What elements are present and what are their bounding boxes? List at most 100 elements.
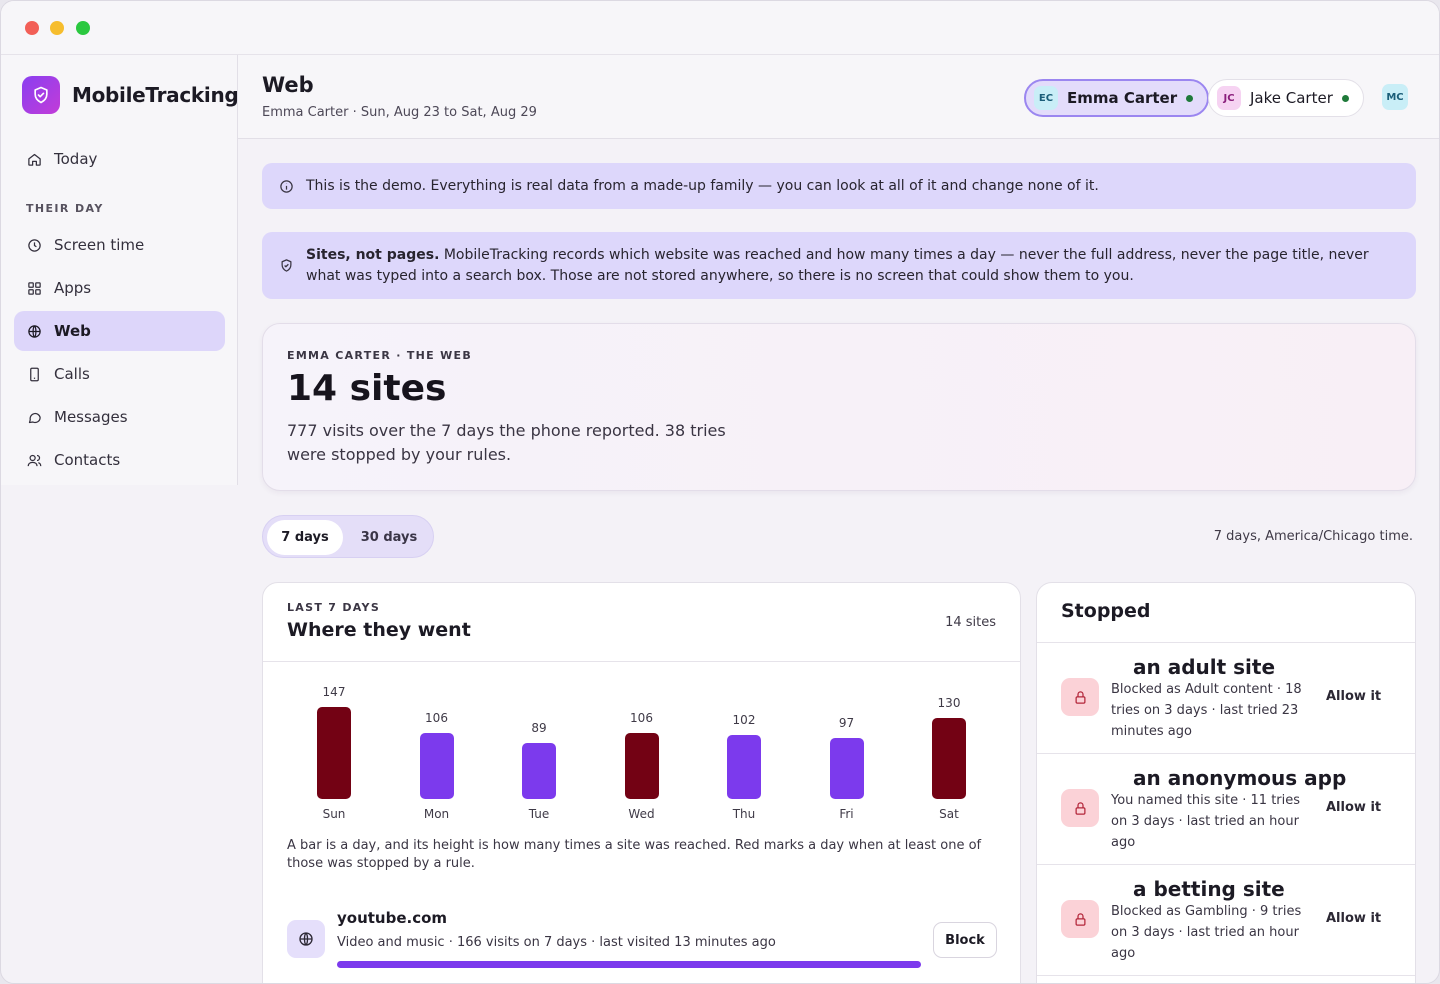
block-site-button[interactable]: Block xyxy=(933,922,997,958)
bar-column-sat: 130 Sat xyxy=(919,583,979,823)
bar-column-thu: 102 Thu xyxy=(714,583,774,823)
bar-sun[interactable] xyxy=(317,707,351,799)
nav-label: Contacts xyxy=(54,451,121,469)
globe-icon xyxy=(287,920,325,958)
stopped-item: an anonymous app You named this site · 1… xyxy=(1037,754,1415,865)
demo-banner: This is the demo. Everything is real dat… xyxy=(262,163,1416,209)
chart-note: A bar is a day, and its height is how ma… xyxy=(287,838,982,871)
stopped-item-name: an adult site xyxy=(1133,655,1276,679)
privacy-banner-text: Sites, not pages. MobileTracking records… xyxy=(306,245,1396,287)
chat-bubble-icon xyxy=(26,409,42,425)
site-row[interactable]: youtube.com Video and music · 166 visits… xyxy=(287,909,997,969)
bar-column-tue: 89 Tue xyxy=(509,583,569,823)
range-7-days-button[interactable]: 7 days xyxy=(267,520,343,555)
summary-site-count: 14 sites xyxy=(287,368,447,409)
summary-eyebrow: EMMA CARTER · THE WEB xyxy=(287,349,473,362)
zoom-window-button[interactable] xyxy=(76,21,90,35)
nav-item-calls[interactable]: Calls xyxy=(14,354,225,394)
info-icon xyxy=(278,178,294,194)
bar-column-sun: 147 Sun xyxy=(304,583,364,823)
brand-name: MobileTracking xyxy=(72,83,239,107)
page-subtitle: Emma Carter · Sun, Aug 23 to Sat, Aug 29 xyxy=(262,105,537,120)
nav-label: Calls xyxy=(54,365,90,383)
page-title: Web xyxy=(262,73,314,97)
nav-section-title: THEIR DAY xyxy=(26,202,104,215)
bar-day-label: Thu xyxy=(732,807,756,821)
person-name: Emma Carter xyxy=(1067,89,1178,107)
nav-label: Today xyxy=(54,150,98,168)
bar-value-label: 106 xyxy=(425,711,448,725)
stopped-item-meta: You named this site · 11 tries on 3 days… xyxy=(1111,793,1301,850)
person-chip-emma[interactable]: EC Emma Carter xyxy=(1024,79,1210,117)
online-status-dot xyxy=(1186,94,1194,102)
bar-value-label: 106 xyxy=(630,711,653,725)
allow-it-button[interactable]: Allow it xyxy=(1326,911,1382,926)
demo-banner-text: This is the demo. Everything is real dat… xyxy=(306,178,1099,194)
privacy-banner-bold: Sites, not pages. xyxy=(306,246,440,263)
close-window-button[interactable] xyxy=(25,21,39,35)
bar-column-mon: 106 Mon xyxy=(407,583,467,823)
grid-icon xyxy=(26,280,42,296)
sidebar: MobileTracking Today THEIR DAY Screen ti… xyxy=(1,55,239,485)
nav-label: Apps xyxy=(54,279,92,297)
bar-day-label: Mon xyxy=(423,807,450,821)
shield-logo-icon xyxy=(22,76,60,114)
site-meta: Video and music · 166 visits on 7 days ·… xyxy=(337,935,776,950)
nav-item-screen-time[interactable]: Screen time xyxy=(14,225,225,265)
where-they-went-card: LAST 7 DAYS Where they went 14 sites 147… xyxy=(262,582,1021,983)
brand[interactable]: MobileTracking xyxy=(22,76,239,114)
home-icon xyxy=(26,151,42,167)
shield-check-icon xyxy=(278,258,294,274)
globe-icon xyxy=(26,323,42,339)
nav-item-today[interactable]: Today xyxy=(14,139,225,179)
divider xyxy=(1037,642,1415,643)
phone-icon xyxy=(26,366,42,382)
person-name: Jake Carter xyxy=(1250,89,1333,107)
avatar: JC xyxy=(1217,86,1241,110)
allow-it-button[interactable]: Allow it xyxy=(1326,800,1382,815)
stopped-title: Stopped xyxy=(1061,600,1151,622)
bar-day-label: Tue xyxy=(528,807,550,821)
nav-label: Web xyxy=(54,322,91,340)
bar-fri[interactable] xyxy=(829,738,864,799)
divider xyxy=(263,661,1020,662)
stopped-item-meta: Blocked as Adult content · 18 tries on 3… xyxy=(1111,682,1302,739)
avatar: EC xyxy=(1034,86,1058,110)
lock-icon xyxy=(1061,789,1099,827)
bar-value-label: 130 xyxy=(937,696,961,710)
minimize-window-button[interactable] xyxy=(50,21,64,35)
allow-it-button[interactable]: Allow it xyxy=(1326,689,1382,704)
stopped-item-meta: Blocked as Gambling · 9 tries on 3 days … xyxy=(1111,904,1302,961)
timezone-note: 7 days, America/Chicago time. xyxy=(1213,529,1413,544)
chart-eyebrow: LAST 7 DAYS xyxy=(287,601,381,614)
bar-day-label: Sat xyxy=(939,807,959,821)
stopped-card: Stopped an adult site Blocked as Adult c… xyxy=(1036,582,1416,983)
bar-tue[interactable] xyxy=(522,743,556,799)
user-avatar[interactable]: MC xyxy=(1382,84,1408,110)
bar-day-label: Wed xyxy=(628,807,655,821)
privacy-banner-body: MobileTracking records which website was… xyxy=(306,246,1369,284)
bar-thu[interactable] xyxy=(727,735,761,799)
online-status-dot xyxy=(1341,94,1349,102)
stopped-item: a betting site Blocked as Gambling · 9 t… xyxy=(1037,865,1415,976)
bar-day-label: Fri xyxy=(839,807,854,821)
bar-value-label: 147 xyxy=(322,685,346,699)
nav-item-apps[interactable]: Apps xyxy=(14,268,225,308)
nav-item-web[interactable]: Web xyxy=(14,311,225,351)
bar-column-fri: 97 Fri xyxy=(817,583,877,823)
title-bar xyxy=(1,1,1439,55)
bar-sat[interactable] xyxy=(932,718,966,799)
bar-value-label: 97 xyxy=(838,716,855,730)
nav-item-messages[interactable]: Messages xyxy=(14,397,225,437)
privacy-banner: Sites, not pages. MobileTracking records… xyxy=(262,232,1416,299)
bar-value-label: 102 xyxy=(732,713,756,727)
person-chip-jake[interactable]: JC Jake Carter xyxy=(1208,79,1364,117)
bar-mon[interactable] xyxy=(419,733,454,799)
bar-day-label: Sun xyxy=(322,807,346,821)
summary-text: 777 visits over the 7 days the phone rep… xyxy=(287,421,726,464)
range-30-days-button[interactable]: 30 days xyxy=(360,530,418,545)
nav-item-contacts[interactable]: Contacts xyxy=(14,440,225,480)
bar-wed[interactable] xyxy=(624,733,659,799)
nav-label: Screen time xyxy=(54,236,145,254)
